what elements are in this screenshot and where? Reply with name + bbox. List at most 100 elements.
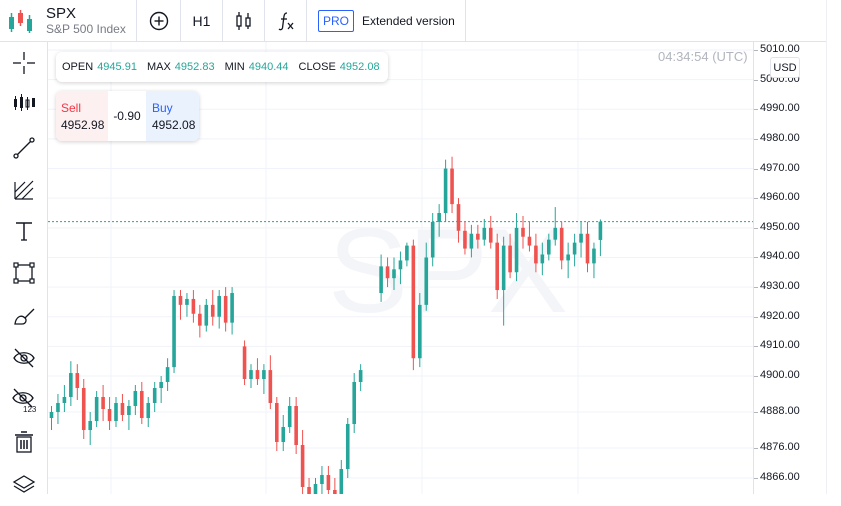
- crosshair-tool[interactable]: [0, 42, 48, 84]
- layers-tool[interactable]: [0, 464, 48, 506]
- chart-type-button[interactable]: [223, 0, 265, 42]
- candle-body: [476, 233, 480, 240]
- candle-body: [204, 304, 209, 326]
- price-tick-label: 4940.00: [760, 250, 800, 263]
- candle-body: [313, 484, 318, 494]
- price-tick-label: 4900.00: [760, 369, 800, 381]
- drawing-toolbar: 123: [0, 42, 48, 494]
- candle-body: [456, 204, 461, 231]
- candles-logo-icon: [8, 6, 38, 36]
- trend-line-tool[interactable]: [0, 127, 48, 169]
- candle-body: [592, 248, 596, 264]
- price-scale[interactable]: 5010.00 5000.00 4990.00 4980.00 4970.00 4960.…: [753, 42, 826, 494]
- buy-button[interactable]: Buy 4952.08: [146, 91, 199, 141]
- candle-body: [287, 406, 292, 427]
- price-tick-label: 4980.00: [760, 131, 800, 144]
- chart-area[interactable]: SPX: [48, 42, 753, 494]
- top-toolbar: SPX S&P 500 Index H1 PRO Extended versio…: [0, 0, 841, 42]
- candle-body: [185, 298, 189, 305]
- candlestick-chart[interactable]: SPX: [48, 42, 753, 494]
- candle-body: [268, 370, 273, 403]
- candle-body: [469, 233, 474, 249]
- price-tick-mark: [754, 50, 758, 51]
- candle-body: [107, 409, 112, 421]
- text-tool[interactable]: [0, 210, 48, 252]
- candle-body: [320, 475, 324, 484]
- candle-body: [345, 424, 350, 469]
- candle-body: [230, 293, 234, 323]
- min-value: 4940.44: [248, 61, 289, 73]
- brush-tool[interactable]: [0, 295, 48, 337]
- candle-body: [172, 295, 176, 368]
- compare-add-button[interactable]: [137, 0, 181, 42]
- candle-body: [307, 487, 311, 494]
- sell-price: 4952.98: [61, 118, 105, 132]
- hide-with-counter-tool[interactable]: 123: [0, 379, 48, 421]
- candle-body: [69, 373, 73, 397]
- candle-body: [94, 397, 99, 421]
- candle-body: [392, 269, 396, 279]
- fib-tool[interactable]: [0, 169, 48, 211]
- sell-label: Sell: [61, 101, 82, 115]
- candle-body: [333, 490, 337, 494]
- symbol-selector[interactable]: SPX S&P 500 Index: [0, 0, 137, 42]
- candle-body: [146, 403, 151, 418]
- price-tick-mark: [754, 198, 758, 200]
- layers-icon: [12, 475, 36, 493]
- price-tick-label: 4866.00: [760, 471, 800, 483]
- candle-body: [223, 295, 228, 323]
- candle-body: [133, 391, 138, 406]
- candle-body: [242, 346, 247, 379]
- rectangle-icon: [13, 262, 35, 284]
- buy-label: Buy: [152, 101, 173, 115]
- candle-body: [217, 295, 221, 317]
- candle-body: [262, 370, 266, 379]
- candle-body: [101, 397, 105, 409]
- candle-body: [572, 242, 577, 255]
- buy-price: 4952.08: [152, 118, 196, 132]
- candle-body: [159, 382, 163, 388]
- candle-body: [275, 403, 279, 442]
- hide-drawings-tool[interactable]: [0, 337, 48, 379]
- rectangle-tool[interactable]: [0, 252, 48, 294]
- candle-body: [81, 388, 86, 430]
- price-tick-label: 4950.00: [760, 220, 800, 233]
- symbol-watermark: SPX: [328, 204, 568, 338]
- candle-body: [120, 403, 125, 415]
- open-value: 4945.91: [97, 61, 137, 73]
- price-tick-mark: [754, 316, 758, 318]
- indicators-tool[interactable]: [0, 82, 48, 124]
- candle-body: [62, 397, 67, 403]
- candle-body: [56, 403, 60, 412]
- interval-button[interactable]: H1: [181, 0, 223, 42]
- candle-body: [300, 445, 305, 487]
- candle-body: [559, 227, 564, 261]
- candle-body: [191, 298, 196, 314]
- symbol-name: SPX: [46, 5, 77, 22]
- price-tick-mark: [754, 448, 758, 449]
- candle-body: [418, 304, 422, 359]
- candle-body: [210, 304, 215, 317]
- candle-body: [495, 242, 499, 291]
- candle-body: [49, 412, 54, 418]
- indicators-fx-button[interactable]: [265, 0, 307, 42]
- price-tick-label: 4876.00: [760, 441, 800, 453]
- candle-body: [585, 233, 590, 264]
- candlestick-icon: [235, 11, 251, 30]
- price-tick-mark: [754, 109, 758, 111]
- symbol-description: S&P 500 Index: [46, 22, 126, 36]
- candle-body: [553, 227, 558, 240]
- price-tick-mark: [754, 346, 758, 348]
- remove-all-tool[interactable]: [0, 421, 48, 463]
- currency-button[interactable]: USD: [770, 57, 800, 78]
- candle-body: [379, 266, 383, 294]
- open-label: OPEN: [62, 61, 94, 73]
- candle-body: [508, 245, 512, 273]
- candle-body: [424, 257, 429, 305]
- candle-body: [437, 213, 441, 222]
- candle-body: [527, 236, 532, 246]
- sell-button[interactable]: Sell 4952.98: [56, 91, 108, 141]
- pro-extended-toggle[interactable]: PRO Extended version: [307, 0, 466, 42]
- trade-panel: Sell 4952.98 -0.90 Buy 4952.08: [56, 91, 199, 141]
- candle-body: [352, 382, 356, 424]
